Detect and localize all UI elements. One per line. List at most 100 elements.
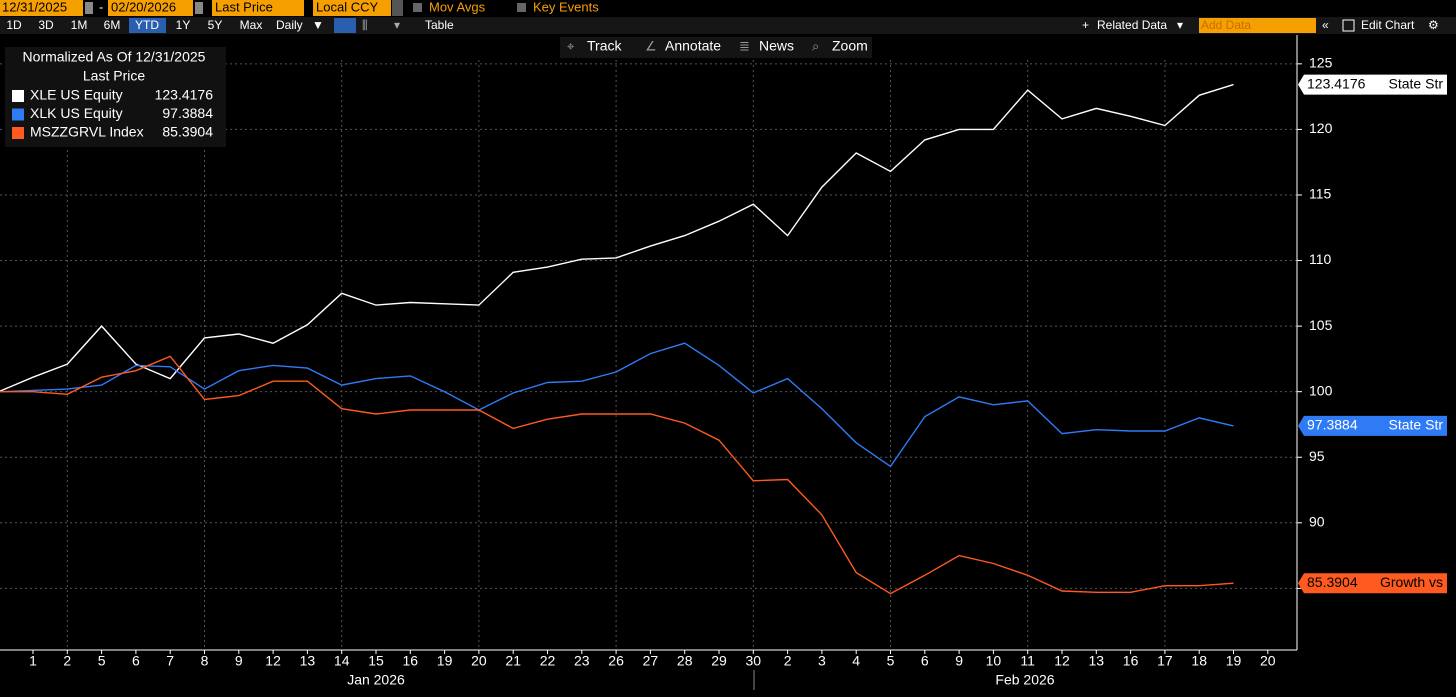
period-button[interactable]: YTD: [135, 18, 159, 32]
x-tick-label: 20: [1260, 653, 1276, 669]
period-button[interactable]: 3D: [38, 18, 54, 32]
chart-tool[interactable]: News: [759, 38, 794, 54]
add-data[interactable]: Add Data: [1201, 18, 1251, 32]
x-tick-label: 6: [921, 653, 929, 669]
tool-icon[interactable]: ⌖: [567, 38, 575, 53]
collapse-icon[interactable]: «: [1322, 18, 1329, 32]
tool-icon[interactable]: ⌕: [812, 38, 819, 53]
bar-icon[interactable]: ⫼: [362, 18, 368, 32]
currency: Local CCY: [316, 0, 378, 14]
chart-tool[interactable]: Annotate: [665, 38, 721, 54]
dropdown-arrow[interactable]: ▾: [394, 18, 400, 32]
currency-input[interactable]: [313, 0, 391, 16]
y-tick-label: 100: [1309, 382, 1333, 398]
legend-swatch: [12, 108, 24, 121]
tool-icon[interactable]: ≣: [739, 38, 750, 53]
y-tick-label: 115: [1309, 186, 1332, 202]
x-tick-label: 2: [784, 653, 792, 669]
price-field-input[interactable]: [212, 0, 304, 16]
key-events-checkbox[interactable]: [517, 3, 526, 12]
value-tag-value: 123.4176: [1307, 75, 1366, 91]
y-tick-label: 105: [1309, 317, 1333, 333]
y-tick-label: 120: [1309, 120, 1333, 136]
legend-title: Normalized As Of 12/31/2025: [23, 49, 206, 65]
x-tick-label: 1: [29, 653, 37, 669]
plus-icon[interactable]: +: [1082, 18, 1089, 32]
add-data-input[interactable]: [1199, 18, 1316, 33]
value-tag: [1298, 573, 1447, 594]
legend-label[interactable]: MSZZGRVL Index: [30, 124, 144, 140]
period-button[interactable]: 6M: [104, 18, 121, 32]
x-tick-label: 27: [643, 653, 659, 669]
dropdown-arrow[interactable]: ▾: [1177, 18, 1183, 32]
legend-value: 97.3884: [162, 105, 213, 121]
x-tick-label: 8: [201, 653, 209, 669]
settings-icon[interactable]: ⚙: [1428, 18, 1439, 32]
period-button[interactable]: 5Y: [208, 18, 223, 32]
end-date-input[interactable]: [108, 0, 193, 16]
x-tick-label: 11: [1020, 653, 1035, 669]
legend-box: [5, 47, 226, 147]
toolbar-row: [0, 17, 1456, 34]
related-data[interactable]: Related Data: [1097, 18, 1167, 32]
legend-label[interactable]: XLK US Equity: [30, 105, 123, 121]
edit-icon[interactable]: [1342, 19, 1355, 32]
start-date-input[interactable]: [0, 0, 83, 16]
x-tick-label: 5: [887, 653, 895, 669]
period-button[interactable]: 1D: [6, 18, 22, 32]
y-tick-label: 110: [1309, 251, 1332, 267]
y-tick-label: 95: [1309, 448, 1325, 464]
x-tick-label: 18: [1191, 653, 1207, 669]
legend-swatch: [12, 90, 24, 102]
table-button[interactable]: Table: [425, 18, 454, 32]
edit-chart[interactable]: Edit Chart: [1361, 18, 1415, 32]
calendar-icon[interactable]: [195, 2, 203, 14]
y-tick-label: 125: [1309, 55, 1333, 71]
price-field: Last Price: [215, 0, 273, 14]
mov-avgs[interactable]: Mov Avgs: [429, 0, 486, 14]
chart: 8590951001051101151201251256789121314151…: [0, 35, 1447, 690]
legend-label[interactable]: XLE US Equity: [30, 87, 123, 103]
x-tick-label: 26: [608, 653, 624, 669]
calendar-icon[interactable]: [85, 2, 93, 14]
x-tick-label: 13: [300, 653, 316, 669]
x-tick-label: 21: [505, 653, 521, 669]
x-tick-label: 20: [471, 653, 487, 669]
series-line: [0, 342, 1234, 468]
x-tick-label: 6: [132, 653, 140, 669]
period-button[interactable]: Max: [240, 18, 263, 32]
mov-avgs-checkbox[interactable]: [413, 3, 422, 12]
tool-icon[interactable]: ∠: [645, 38, 657, 53]
currency-dropdown[interactable]: [392, 0, 403, 16]
period-selected: [129, 18, 166, 33]
value-tag-value: 85.3904: [1307, 574, 1358, 590]
period-buttons: 1D 3D 1M 6M YTD 1Y 5Y Max: [6, 18, 262, 33]
x-tick-label: 22: [540, 653, 556, 669]
value-tag-value: 97.3884: [1307, 417, 1358, 433]
end-date: 02/20/2026: [111, 0, 176, 14]
key-events[interactable]: Key Events: [533, 0, 599, 14]
line-chart-icon[interactable]: [334, 18, 356, 33]
legend-value: 85.3904: [162, 124, 213, 140]
period-button[interactable]: 1M: [71, 18, 88, 32]
x-tick-label: 12: [1054, 653, 1070, 669]
value-tag: [1298, 415, 1447, 436]
x-tick-label: 17: [1157, 653, 1173, 669]
series-line: [0, 83, 1234, 392]
legend-swatch: [12, 127, 24, 139]
chart-tool[interactable]: Track: [587, 38, 622, 54]
x-tick-label: 28: [677, 653, 693, 669]
period-button[interactable]: 1Y: [176, 18, 191, 32]
chart-tool[interactable]: Zoom: [832, 38, 868, 54]
x-tick-label: 9: [955, 653, 963, 669]
x-tick-label: 10: [986, 653, 1002, 669]
x-tick-label: 16: [403, 653, 419, 669]
chart-tools: ⌖ Track ∠ Annotate ≣ News ⌕ Zoom: [567, 38, 868, 54]
chart-tools-bar: [560, 37, 872, 58]
dropdown-arrow[interactable]: ▼: [312, 18, 324, 32]
frequency[interactable]: Daily: [276, 18, 303, 32]
x-tick-label: 9: [235, 653, 243, 669]
